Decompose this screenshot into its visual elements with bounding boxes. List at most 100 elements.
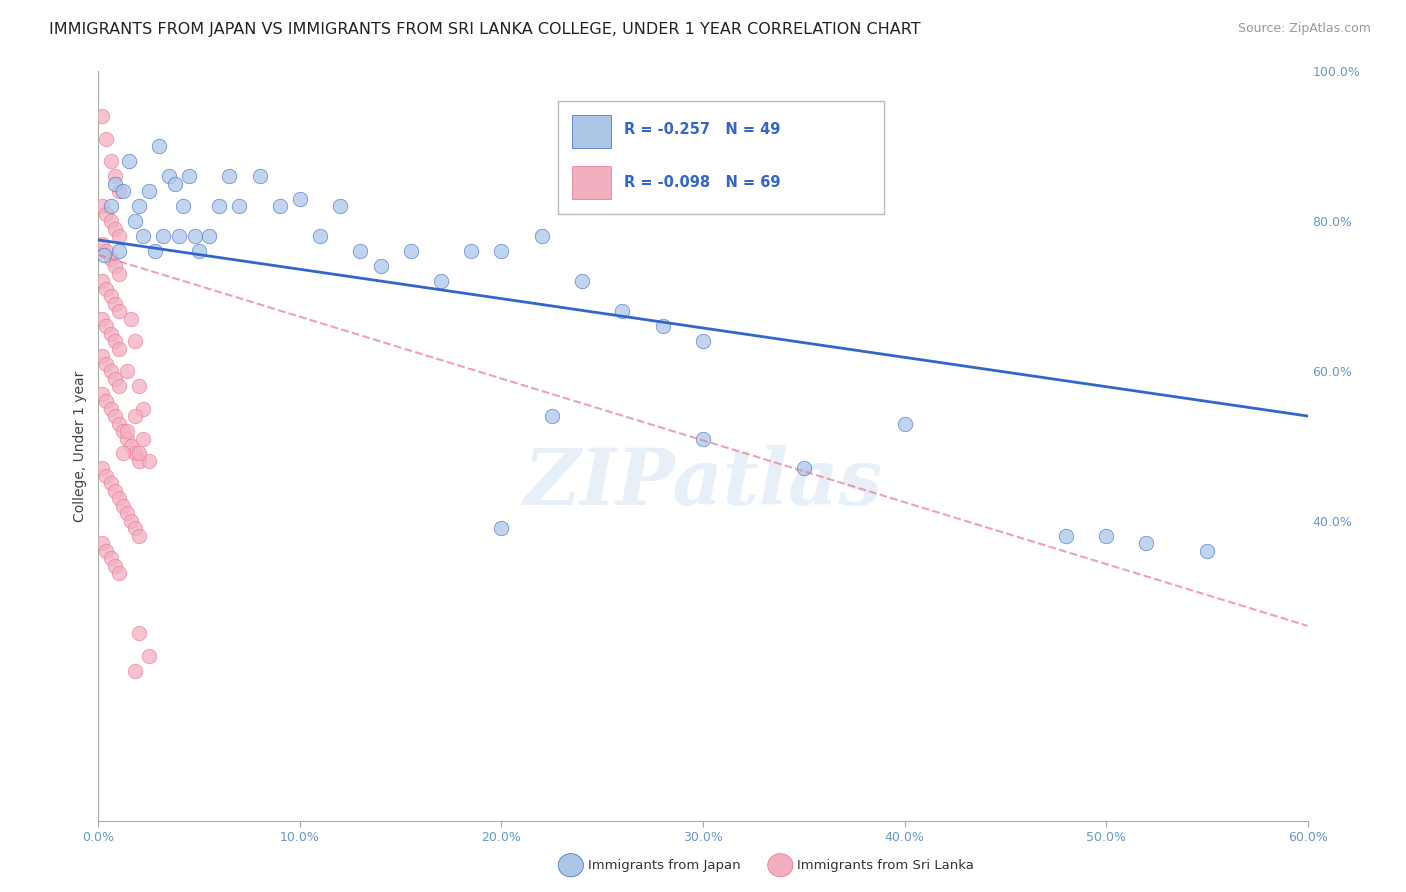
Point bbox=[107, 342, 129, 356]
Point bbox=[93, 248, 115, 262]
Point bbox=[103, 221, 125, 235]
Point bbox=[115, 424, 138, 438]
Point bbox=[893, 417, 915, 431]
Point bbox=[349, 244, 371, 259]
Point bbox=[120, 311, 142, 326]
Point bbox=[96, 357, 118, 371]
Point bbox=[103, 483, 125, 498]
Point bbox=[118, 154, 141, 169]
Point bbox=[132, 401, 155, 416]
Point bbox=[540, 409, 562, 423]
Point bbox=[115, 432, 138, 446]
Point bbox=[179, 169, 201, 184]
Point bbox=[124, 446, 146, 460]
Point bbox=[100, 326, 122, 341]
Point bbox=[188, 244, 211, 259]
Point bbox=[124, 334, 146, 348]
Point bbox=[692, 334, 714, 348]
Point bbox=[138, 184, 160, 198]
Point bbox=[148, 139, 170, 153]
Point bbox=[107, 267, 129, 281]
Point bbox=[107, 244, 129, 259]
Point bbox=[111, 446, 134, 460]
Point bbox=[91, 461, 114, 475]
Point bbox=[124, 214, 146, 228]
Point bbox=[107, 184, 129, 198]
Point bbox=[152, 229, 174, 244]
Point bbox=[132, 229, 155, 244]
Point bbox=[91, 311, 114, 326]
Point bbox=[124, 409, 146, 423]
Text: R = -0.257   N = 49: R = -0.257 N = 49 bbox=[624, 122, 780, 137]
Point bbox=[128, 379, 150, 393]
Text: ZIPatlas: ZIPatlas bbox=[523, 445, 883, 522]
Point bbox=[115, 507, 138, 521]
Point bbox=[107, 417, 129, 431]
Point bbox=[132, 432, 155, 446]
Point bbox=[103, 259, 125, 273]
Point bbox=[1095, 529, 1118, 543]
Point bbox=[100, 364, 122, 378]
Point bbox=[128, 529, 150, 543]
Point bbox=[107, 379, 129, 393]
Point bbox=[91, 236, 114, 251]
Point bbox=[138, 648, 160, 663]
Point bbox=[96, 469, 118, 483]
Point bbox=[100, 214, 122, 228]
Point bbox=[111, 499, 134, 513]
Point bbox=[96, 207, 118, 221]
Text: Source: ZipAtlas.com: Source: ZipAtlas.com bbox=[1237, 22, 1371, 36]
Point bbox=[91, 109, 114, 123]
Point bbox=[124, 521, 146, 535]
Point bbox=[309, 229, 332, 244]
Point bbox=[491, 521, 513, 535]
Point bbox=[399, 244, 422, 259]
Y-axis label: College, Under 1 year: College, Under 1 year bbox=[73, 370, 87, 522]
Point bbox=[128, 199, 150, 213]
Point bbox=[103, 296, 125, 310]
Point bbox=[91, 349, 114, 363]
Point bbox=[100, 401, 122, 416]
Point bbox=[111, 184, 134, 198]
Point bbox=[96, 282, 118, 296]
Point bbox=[115, 364, 138, 378]
Point bbox=[91, 536, 114, 550]
Point bbox=[530, 229, 553, 244]
FancyBboxPatch shape bbox=[558, 102, 884, 214]
Point bbox=[96, 319, 118, 334]
Point bbox=[124, 664, 146, 678]
Point bbox=[96, 132, 118, 146]
Point bbox=[120, 514, 142, 528]
Point bbox=[107, 566, 129, 581]
Point bbox=[120, 439, 142, 453]
Point bbox=[249, 169, 271, 184]
Point bbox=[103, 371, 125, 385]
Point bbox=[143, 244, 166, 259]
Point bbox=[157, 169, 180, 184]
Point bbox=[96, 244, 118, 259]
Text: R = -0.098   N = 69: R = -0.098 N = 69 bbox=[624, 175, 780, 190]
Point bbox=[167, 229, 190, 244]
Point bbox=[370, 259, 392, 273]
Point bbox=[91, 386, 114, 401]
Point bbox=[612, 304, 634, 318]
Point bbox=[100, 252, 122, 266]
Text: IMMIGRANTS FROM JAPAN VS IMMIGRANTS FROM SRI LANKA COLLEGE, UNDER 1 YEAR CORRELA: IMMIGRANTS FROM JAPAN VS IMMIGRANTS FROM… bbox=[49, 22, 921, 37]
Bar bbox=[572, 166, 612, 199]
Point bbox=[163, 177, 186, 191]
Point bbox=[460, 244, 482, 259]
Point bbox=[128, 626, 150, 640]
Point bbox=[430, 274, 453, 288]
Point bbox=[208, 199, 231, 213]
Point bbox=[1195, 544, 1218, 558]
Point bbox=[692, 432, 714, 446]
Point bbox=[128, 454, 150, 468]
Point bbox=[228, 199, 250, 213]
Text: Immigrants from Japan: Immigrants from Japan bbox=[588, 859, 741, 871]
Point bbox=[103, 334, 125, 348]
Point bbox=[128, 446, 150, 460]
Point bbox=[103, 558, 125, 573]
Point bbox=[100, 476, 122, 491]
Point bbox=[100, 154, 122, 169]
Point bbox=[96, 394, 118, 409]
